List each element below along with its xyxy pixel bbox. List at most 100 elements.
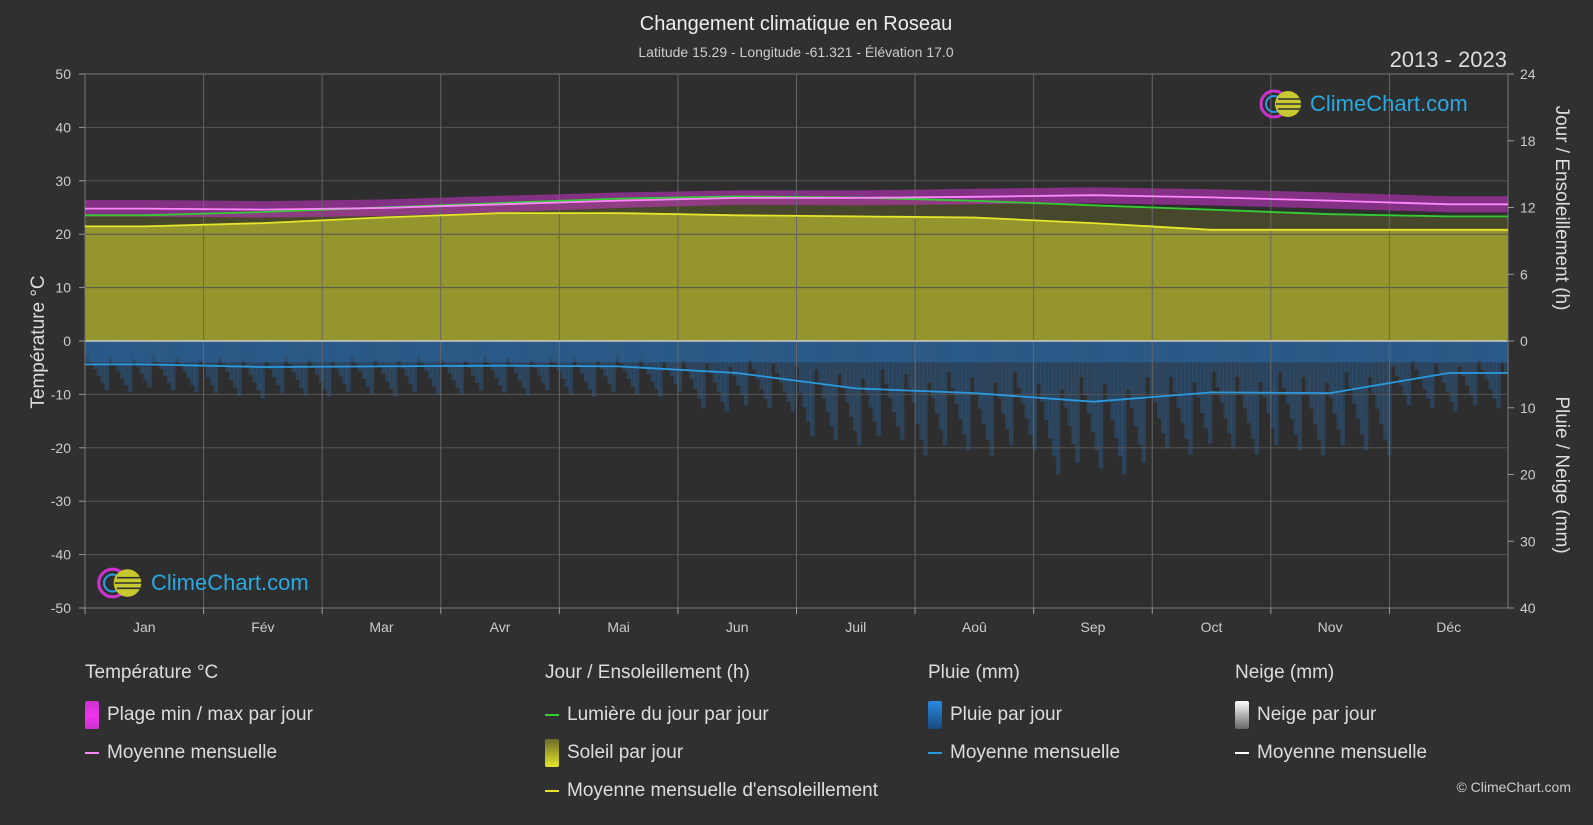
chart-subtitle: Latitude 15.29 - Longitude -61.321 - Élé…	[638, 44, 953, 60]
y-right-bottom-axis-label: Pluie / Neige (mm)	[1551, 396, 1572, 553]
legend-label: Lumière du jour par jour	[567, 704, 769, 725]
rain-bar	[853, 341, 858, 431]
rain-bar	[104, 341, 109, 391]
rain-bar	[1293, 341, 1299, 435]
rain-bar	[432, 341, 437, 387]
rain-bar	[322, 341, 328, 390]
rain-bar	[782, 341, 788, 393]
chart-title: Changement climatique en Roseau	[640, 13, 952, 35]
y-left-tick-label: -40	[51, 547, 71, 563]
rain-bar	[1133, 341, 1139, 426]
legend-item-temp-mean: Moyenne mensuelle	[85, 734, 313, 772]
x-tick-label: Mar	[369, 619, 393, 635]
rain-bar	[693, 341, 698, 390]
rain-bar	[1340, 341, 1345, 446]
rain-bar	[654, 341, 659, 390]
rain-bar	[525, 341, 530, 396]
legend-item-temp-range: Plage min / max par jour	[85, 696, 313, 734]
rain-bar	[1141, 341, 1146, 463]
swatch-rain-mean	[928, 752, 942, 754]
rain-bar	[825, 341, 831, 413]
y-right-bottom-tick-label: 10	[1520, 400, 1536, 416]
rain-bar	[1239, 341, 1244, 393]
rain-bar	[716, 341, 722, 393]
legend-item-daylight: Lumière du jour par jour	[545, 696, 878, 734]
rain-bar	[1086, 341, 1092, 414]
year-range: 2013 - 2023	[1390, 47, 1507, 72]
x-tick-label: Déc	[1436, 619, 1461, 635]
rain-bar	[498, 341, 503, 386]
swatch-sunshine	[545, 739, 559, 767]
legend-item-snow: Neige par jour	[1235, 696, 1427, 734]
rain-bar	[568, 341, 573, 395]
rain-bar	[1028, 341, 1033, 435]
x-tick-label: Sep	[1080, 619, 1105, 635]
legend-label: Plage min / max par jour	[107, 704, 313, 725]
legend-label: Moyenne mensuelle	[107, 742, 278, 763]
rain-bar	[124, 341, 129, 386]
rain-bar	[1379, 341, 1384, 425]
rain-bar	[587, 341, 593, 390]
legend-label: Moyenne mensuelle	[950, 742, 1121, 763]
swatch-snow-mean	[1235, 752, 1249, 754]
rain-bar	[806, 341, 811, 422]
rain-bar	[408, 341, 414, 385]
rain-bar	[1383, 341, 1388, 440]
rain-bar	[1430, 341, 1435, 409]
rain-bar	[1320, 341, 1326, 456]
rain-bar	[459, 341, 464, 396]
rain-bar	[1110, 341, 1115, 420]
rain-bar	[209, 341, 215, 386]
swatch-snow	[1235, 701, 1249, 729]
rain-bar	[966, 341, 971, 451]
rain-bar	[1285, 341, 1291, 404]
rain-bar	[888, 341, 893, 398]
rain-bar	[1313, 341, 1318, 425]
rain-bar	[1044, 341, 1049, 420]
rain-bar	[856, 341, 862, 446]
rain-bar	[1492, 341, 1497, 399]
legend-item-rain: Pluie par jour	[928, 696, 1120, 734]
y-left-tick-label: -50	[51, 600, 71, 616]
rain-bar	[1020, 341, 1026, 404]
rain-bar	[1176, 341, 1182, 408]
rain-bar	[213, 341, 219, 394]
rain-bar	[1250, 341, 1256, 439]
rain-bar	[1328, 341, 1334, 399]
rain-bar	[673, 341, 679, 385]
rain-bar	[276, 341, 281, 386]
legend-title: Neige (mm)	[1235, 662, 1335, 683]
rain-bar	[1223, 341, 1228, 419]
rain-bar	[1488, 341, 1493, 390]
logo-icon	[1259, 89, 1302, 119]
rain-bar	[977, 341, 983, 409]
rain-bar	[1114, 341, 1119, 439]
rain-bar	[892, 341, 897, 413]
logo-bottom-left: ClimeChart.com	[95, 566, 309, 600]
rain-bar	[303, 341, 308, 396]
rain-bar	[326, 341, 332, 397]
legend-label: Pluie par jour	[950, 704, 1062, 725]
rain-bar	[1445, 341, 1451, 393]
rain-bar	[256, 341, 261, 391]
rain-bar	[1219, 341, 1224, 403]
rain-bar	[973, 341, 979, 394]
rain-bar	[1469, 341, 1474, 396]
x-tick-label: Nov	[1318, 619, 1343, 635]
rain-bar	[1161, 341, 1166, 434]
rain-bar	[1157, 341, 1162, 419]
sunshine-mean-line	[85, 212, 1508, 231]
y-left-tick-label: -30	[51, 493, 71, 509]
y-left-tick-label: 30	[55, 173, 71, 189]
legend-snow: Neige (mm) Neige par jour Moyenne mensue…	[1235, 662, 1427, 772]
rain-bar	[942, 341, 948, 446]
rain-bar	[1262, 341, 1267, 398]
rain-bar	[521, 341, 527, 388]
y-right-bottom-tick-label: 40	[1520, 600, 1536, 616]
rain-bar	[1180, 341, 1185, 424]
rain-bar	[1200, 341, 1205, 413]
rain-bar	[845, 341, 850, 403]
rain-bar	[907, 341, 913, 389]
rain-bar	[763, 341, 768, 399]
